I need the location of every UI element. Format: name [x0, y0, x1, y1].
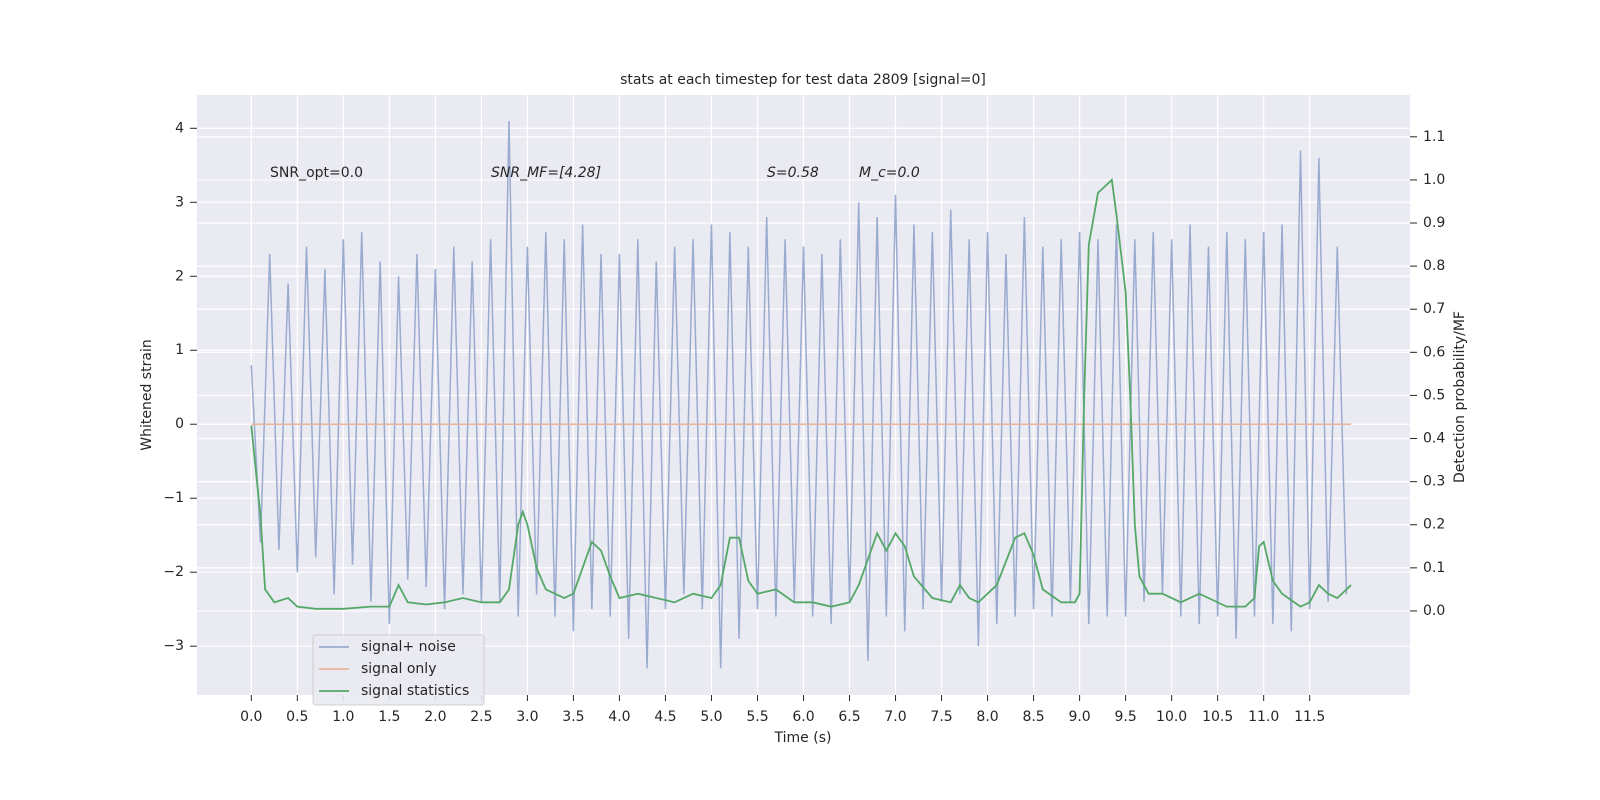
y2-tick-label: 1.0 — [1423, 172, 1445, 188]
y-tick-label: 2 — [175, 268, 184, 284]
y-tick-label: 1 — [175, 342, 184, 358]
x-tick-label: 5.5 — [746, 709, 768, 725]
y2-tick-label: 0.0 — [1423, 603, 1445, 619]
x-tick-label: 8.0 — [976, 709, 998, 725]
legend-label: signal+ noise — [361, 639, 456, 655]
y2-tick-label: 0.6 — [1423, 344, 1445, 360]
x-tick-label: 7.5 — [930, 709, 952, 725]
x-tick-label: 2.5 — [470, 709, 492, 725]
x-tick-label: 10.5 — [1202, 709, 1233, 725]
x-tick-label: 3.0 — [516, 709, 538, 725]
x-axis-label: Time (s) — [774, 730, 832, 746]
y2-tick-label: 0.3 — [1423, 474, 1445, 490]
y-axis-label: Whitened strain — [139, 339, 155, 450]
legend-box — [312, 634, 485, 706]
legend-label: signal only — [361, 661, 436, 677]
x-tick-label: 5.0 — [700, 709, 722, 725]
y2-tick-label: 1.1 — [1423, 129, 1445, 145]
y2-tick-label: 0.1 — [1423, 560, 1445, 576]
y-tick-label: 0 — [175, 416, 184, 432]
y2-tick-label: 0.8 — [1423, 258, 1445, 274]
x-tick-label: 3.5 — [562, 709, 584, 725]
x-tick-label: 9.0 — [1068, 709, 1090, 725]
x-tick-label: 10.0 — [1156, 709, 1187, 725]
legend-label: signal statistics — [361, 683, 469, 699]
y-tick-label: 3 — [175, 194, 184, 210]
chart-title: stats at each timestep for test data 280… — [620, 72, 986, 88]
x-tick-label: 1.0 — [332, 709, 354, 725]
x-tick-label: 9.5 — [1114, 709, 1136, 725]
x-tick-label: 11.0 — [1248, 709, 1279, 725]
x-tick-label: 6.0 — [792, 709, 814, 725]
y-tick-label: −1 — [163, 490, 184, 506]
x-tick-label: 0.5 — [286, 709, 308, 725]
y-tick-label: −3 — [163, 638, 184, 654]
annotation: SNR_MF=[4.28] — [491, 165, 601, 181]
y2-tick-label: 0.5 — [1423, 387, 1445, 403]
annotation: S=0.58 — [767, 165, 819, 181]
x-tick-label: 2.0 — [424, 709, 446, 725]
x-tick-label: 6.5 — [838, 709, 860, 725]
y2-axis-label: Detection probability/MF — [1452, 311, 1468, 483]
y-tick-label: −2 — [163, 564, 184, 580]
y2-tick-label: 0.4 — [1423, 431, 1445, 447]
annotation: M_c=0.0 — [859, 165, 920, 181]
annotation: SNR_opt=0.0 — [270, 165, 363, 181]
series-line — [250, 178, 1352, 610]
y2-tick-label: 0.9 — [1423, 215, 1445, 231]
x-tick-label: 4.0 — [608, 709, 630, 725]
y2-tick-label: 0.7 — [1423, 301, 1445, 317]
x-tick-label: 7.0 — [884, 709, 906, 725]
y-tick-label: 4 — [175, 120, 184, 136]
x-tick-label: 11.5 — [1294, 709, 1325, 725]
x-tick-label: 8.5 — [1022, 709, 1044, 725]
y2-tick-label: 0.2 — [1423, 517, 1445, 533]
x-tick-label: 4.5 — [654, 709, 676, 725]
x-tick-label: 1.5 — [378, 709, 400, 725]
x-tick-label: 0.0 — [240, 709, 262, 725]
